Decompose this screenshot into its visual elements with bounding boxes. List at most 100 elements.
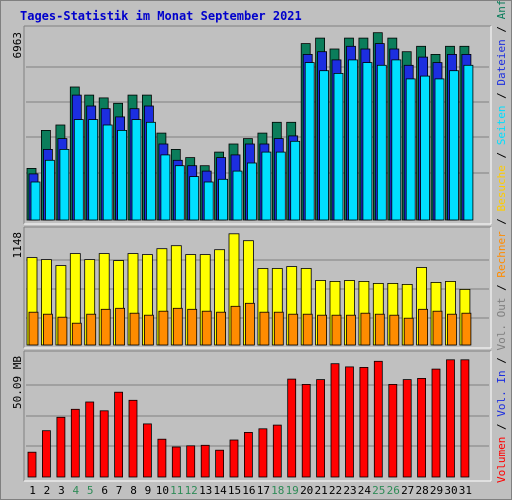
bar-volume-volumen-day-20 [301,383,311,478]
day-tick-2: 2 [44,484,51,497]
day-tick-1: 1 [29,484,36,497]
bar-visits-rechner-day-25 [374,313,385,346]
legend-rechner: Rechner [495,231,508,278]
day-tick-8: 8 [130,484,137,497]
chart-title: Tages-Statistik im Monat September 2021 [20,9,302,23]
bar-hits-seiten-day-27 [405,78,416,221]
bar-visits-rechner-day-5 [86,313,97,346]
bar-volume-volumen-day-18 [272,424,282,478]
bar-visits-rechner-day-4 [71,322,82,346]
legend-anfragen: Anfragen [495,1,508,19]
day-tick-5: 5 [87,484,94,497]
bar-volume-volumen-day-17 [258,428,268,478]
day-tick-29: 29 [430,484,443,497]
bar-hits-seiten-day-10 [160,154,171,221]
bar-visits-rechner-day-21 [317,314,328,346]
bar-hits-seiten-day-30 [449,70,459,221]
bar-visits-rechner-day-7 [115,307,125,346]
day-tick-19: 19 [286,484,299,497]
bar-visits-rechner-day-3 [57,316,68,346]
bar-visits-rechner-day-22 [331,314,342,346]
bar-visits-rechner-day-9 [143,314,154,346]
legend-separator: / [495,417,508,437]
day-tick-9: 9 [145,484,152,497]
bar-visits-rechner-day-14 [216,311,227,346]
bar-volume-volumen-day-11 [171,446,181,478]
bar-visits-rechner-day-18 [273,311,284,346]
max-label-visits: 1148 [11,232,24,259]
bar-volume-volumen-day-13 [200,444,210,478]
bar-volume-volumen-day-19 [287,378,297,478]
bar-visits-rechner-day-2 [43,313,53,346]
day-tick-28: 28 [415,484,428,497]
bar-hits-seiten-day-19 [290,140,301,221]
bar-visits-rechner-day-29 [432,310,443,346]
bar-volume-volumen-day-26 [388,383,398,478]
bar-hits-seiten-day-31 [463,64,474,221]
bar-visits-rechner-day-17 [259,311,270,346]
bar-visits-rechner-day-11 [172,307,183,346]
bar-hits-seiten-day-5 [88,119,99,221]
bar-visits-rechner-day-19 [288,313,299,346]
legend-separator: / [495,278,508,298]
bar-hits-seiten-day-18 [275,151,286,221]
bar-visits-rechner-day-15 [230,305,241,346]
bar-hits-seiten-day-28 [420,75,431,221]
bar-volume-volumen-day-25 [373,360,383,478]
bar-hits-seiten-day-7 [117,129,127,221]
day-tick-15: 15 [228,484,241,497]
legend-separator: / [495,86,508,106]
bar-volume-volumen-day-14 [215,449,225,478]
legend-separator: / [495,211,508,231]
day-tick-20: 20 [300,484,313,497]
bar-hits-seiten-day-20 [304,62,315,221]
bar-volume-volumen-day-28 [417,377,427,478]
max-label-hits: 6963 [11,32,24,59]
day-tick-16: 16 [242,484,255,497]
day-tick-3: 3 [58,484,65,497]
bar-visits-rechner-day-8 [129,312,140,346]
bar-volume-volumen-day-5 [85,401,95,478]
day-tick-26: 26 [387,484,400,497]
bar-hits-seiten-day-24 [362,62,373,221]
bar-hits-seiten-day-25 [376,64,387,221]
day-tick-4: 4 [72,484,79,497]
day-tick-12: 12 [185,484,198,497]
legend-separator: / [495,19,508,39]
bar-hits-seiten-day-21 [319,70,330,221]
bar-hits-seiten-day-26 [391,59,402,221]
bar-hits-seiten-day-16 [246,162,257,221]
legend-separator: / [495,145,508,165]
day-tick-30: 30 [444,484,457,497]
day-tick-24: 24 [358,484,372,497]
bar-hits-seiten-day-15 [232,170,243,221]
day-tick-18: 18 [271,484,284,497]
bar-visits-rechner-day-27 [403,317,414,346]
legend-volumen: Volumen [495,437,508,483]
bar-visits-rechner-day-13 [201,310,212,346]
bar-hits-seiten-day-23 [348,59,358,221]
bar-volume-volumen-day-29 [431,368,441,478]
bar-hits-seiten-day-11 [174,165,185,221]
bar-volume-volumen-day-24 [359,366,369,478]
day-tick-11: 11 [170,484,183,497]
bar-volume-volumen-day-21 [316,379,326,478]
legend-vol-out: Vol. Out [495,298,508,351]
bar-visits-rechner-day-31 [461,312,472,346]
bar-visits-rechner-day-24 [360,312,371,346]
bar-visits-rechner-day-12 [187,308,198,346]
bar-hits-seiten-day-12 [189,176,200,221]
day-tick-25: 25 [372,484,385,497]
day-tick-21: 21 [314,484,327,497]
bar-visits-rechner-day-30 [447,313,457,346]
day-tick-17: 17 [257,484,270,497]
bar-hits-seiten-day-9 [145,121,156,221]
bar-volume-volumen-day-2 [42,430,51,478]
bar-volume-volumen-day-8 [128,399,138,478]
day-tick-27: 27 [401,484,414,497]
bar-volume-volumen-day-30 [446,359,455,478]
bar-volume-volumen-day-10 [157,438,167,478]
bar-volume-volumen-day-6 [99,410,109,478]
day-tick-13: 13 [199,484,212,497]
